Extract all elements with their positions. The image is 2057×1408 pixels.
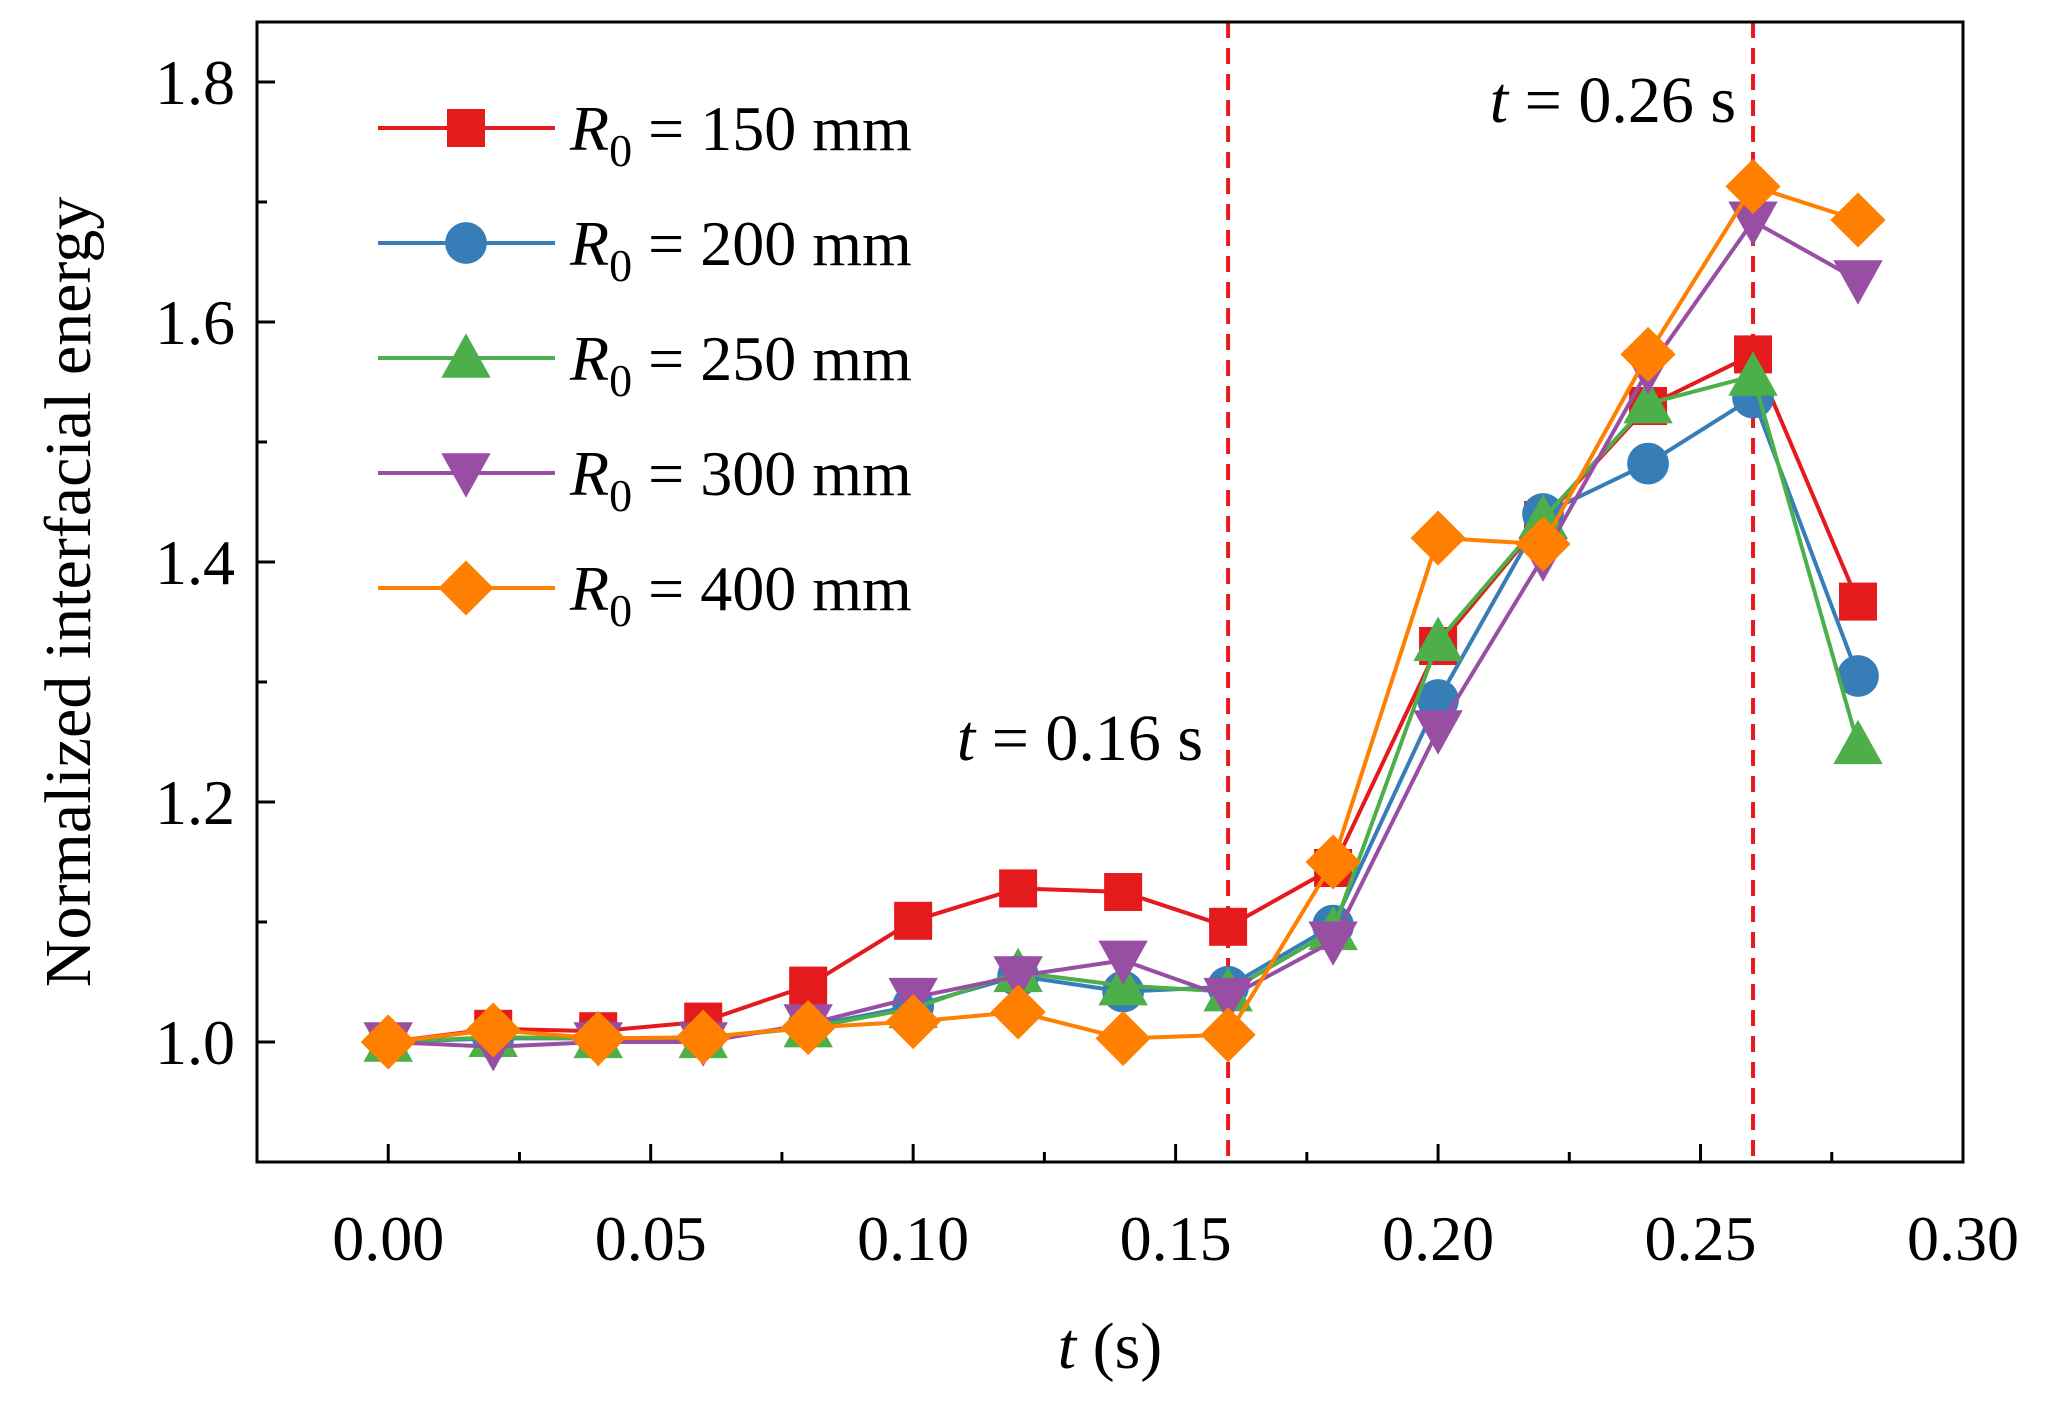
data-point: [1839, 582, 1878, 621]
legend-label: R0 = 150 mm: [569, 93, 912, 176]
legend-entry: R0 = 250 mm: [378, 323, 912, 406]
data-point: [1627, 442, 1669, 485]
data-point: [1308, 921, 1358, 966]
data-point: [675, 1009, 731, 1065]
x-tick-label: 0.10: [857, 1203, 969, 1274]
x-tick-label: 0.05: [595, 1203, 707, 1274]
data-point: [1203, 977, 1253, 1023]
data-point: [1305, 834, 1361, 890]
data-point: [1728, 351, 1778, 396]
data-point: [894, 901, 933, 940]
x-axis-title: t (s): [1058, 1310, 1163, 1383]
data-point: [1515, 516, 1571, 572]
tick-labels: 0.00 0.05 0.10 0.15 0.20 0.25 0.30 1.0 1.2 1.4 1.6…: [155, 47, 2019, 1274]
data-point: [1620, 326, 1676, 382]
x-tick-label: 0.00: [332, 1203, 444, 1274]
legend-entry: R0 = 150 mm: [378, 93, 912, 176]
legend-label: R0 = 400 mm: [569, 553, 912, 636]
legend-marker: [441, 333, 491, 378]
legend-entry: R0 = 200 mm: [378, 208, 912, 291]
vline-label: t = 0.16 s: [957, 702, 1203, 775]
legend-label: R0 = 200 mm: [569, 208, 912, 291]
legend-label: R0 = 300 mm: [569, 438, 912, 521]
data-point: [1833, 260, 1883, 305]
plot-frame: [255, 20, 1965, 1164]
data-point: [780, 1000, 836, 1056]
legend-marker: [438, 560, 494, 616]
data-point: [1413, 616, 1463, 661]
x-tick-label: 0.25: [1645, 1203, 1757, 1274]
data-point: [1518, 494, 1568, 539]
data-point: [1095, 1010, 1151, 1066]
data-point: [570, 1010, 626, 1066]
data-point: [1837, 655, 1879, 697]
reference-lines: [1226, 22, 1756, 1162]
y-tick-label: 1.6: [155, 287, 235, 358]
data-point: [1833, 719, 1883, 765]
data-point: [1623, 378, 1673, 424]
x-tick-label: 0.15: [1120, 1203, 1232, 1274]
data-point: [1728, 201, 1778, 246]
data-point: [1200, 1007, 1256, 1063]
annotations: t = 0.16 s t = 0.26 s: [957, 64, 1736, 775]
x-tick-label: 0.20: [1382, 1203, 1494, 1274]
data-point: [360, 1014, 416, 1070]
legend-marker: [445, 222, 487, 264]
y-tick-label: 1.2: [155, 767, 235, 838]
data-point: [990, 984, 1046, 1040]
data-point: [885, 994, 941, 1050]
data-point: [1410, 510, 1466, 566]
y-tick-label: 1.4: [155, 527, 235, 598]
axis-ticks: [257, 80, 1965, 1164]
data-point: [1413, 710, 1463, 755]
data-point: [999, 869, 1038, 908]
data-series: [360, 158, 1886, 1072]
legend-marker: [447, 109, 485, 147]
legend-marker: [441, 453, 491, 498]
legend: R0 = 150 mm R0 = 200 mm R0 = 250 mm R0 = 30…: [378, 93, 912, 636]
y-tick-label: 1.0: [155, 1007, 235, 1078]
data-point: [1098, 940, 1148, 986]
x-tick-label: 0.30: [1907, 1203, 2019, 1274]
data-point: [1725, 158, 1781, 214]
vline-label: t = 0.26 s: [1490, 64, 1736, 137]
legend-entry: R0 = 300 mm: [378, 438, 912, 521]
legend-label: R0 = 250 mm: [569, 323, 912, 406]
data-point: [1830, 192, 1886, 248]
y-axis-title: Normalized interfacial energy: [32, 197, 105, 987]
y-tick-label: 1.8: [155, 47, 235, 118]
data-point: [1104, 873, 1143, 911]
data-point: [1209, 907, 1248, 946]
data-point: [465, 1002, 521, 1058]
series-diamond: [360, 158, 1886, 1070]
data-point: [993, 956, 1043, 1001]
legend-entry: R0 = 400 mm: [378, 553, 912, 636]
data-point: [789, 966, 828, 1005]
